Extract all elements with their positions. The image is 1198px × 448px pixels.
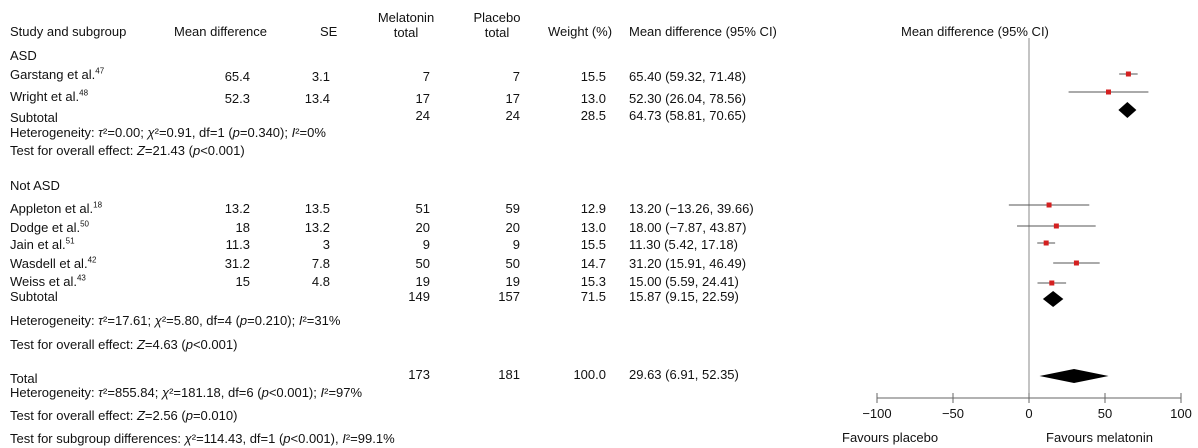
subgroup-asd-heading: ASD	[10, 48, 37, 63]
study-se: 13.5	[304, 201, 330, 216]
overall-effect-text: Test for overall effect: Z=4.63 (p<0.001…	[10, 337, 238, 352]
study-md: 31.2	[224, 256, 250, 271]
study-melatonin-total: 50	[415, 256, 430, 271]
header-placebo-total: Placebo total	[473, 10, 521, 40]
study-melatonin-total: 17	[415, 91, 430, 106]
study-melatonin-total: 9	[422, 237, 430, 252]
subgroup-differences-text: Test for subgroup differences: χ²=114.43…	[10, 431, 395, 446]
point-estimate	[1049, 280, 1055, 286]
study-name: Jain et al.51	[10, 236, 75, 252]
study-ci: 15.00 (5.59, 24.41)	[629, 274, 739, 289]
study-melatonin-total: 51	[415, 201, 430, 216]
total-label: Total	[10, 371, 38, 386]
total-placebo-total: 181	[498, 367, 520, 382]
point-estimate	[1046, 202, 1052, 208]
study-weight: 15.3	[580, 274, 606, 289]
study-md: 18	[235, 220, 250, 235]
study-name: Weiss et al.43	[10, 273, 86, 289]
study-ci: 31.20 (15.91, 46.49)	[629, 256, 747, 271]
study-se: 13.2	[304, 220, 330, 235]
study-weight: 13.0	[580, 91, 606, 106]
x-axis-tick-label: −50	[942, 406, 964, 421]
total-melatonin-total: 173	[408, 367, 430, 382]
study-melatonin-total: 19	[415, 274, 430, 289]
subtotal-ci: 15.87 (9.15, 22.59)	[629, 289, 739, 304]
study-name: Dodge et al.50	[10, 219, 90, 235]
study-se: 7.8	[311, 256, 330, 271]
study-placebo-total: 19	[505, 274, 520, 289]
study-weight: 14.7	[580, 256, 606, 271]
overall-effect-text: Test for overall effect: Z=21.43 (p<0.00…	[10, 143, 245, 158]
header-melatonin-total: Melatonin total	[377, 10, 435, 40]
study-name: Wright et al.48	[10, 88, 89, 104]
subtotal-melatonin-total: 24	[415, 108, 430, 123]
total-weight: 100.0	[573, 367, 606, 382]
favours-melatonin-label: Favours melatonin	[1046, 430, 1153, 445]
point-estimate	[1125, 71, 1131, 77]
heterogeneity-text: Heterogeneity: τ²=17.61; χ²=5.80, df=4 (…	[10, 313, 341, 328]
study-se: 4.8	[311, 274, 330, 289]
study-placebo-total: 9	[512, 237, 520, 252]
study-placebo-total: 50	[505, 256, 520, 271]
total-diamond	[1039, 369, 1109, 383]
x-axis-tick-label: 50	[1098, 406, 1112, 421]
point-estimate	[1053, 223, 1059, 229]
header-weight: Weight (%)	[548, 24, 613, 39]
subtotal-placebo-total: 24	[505, 108, 520, 123]
x-axis-tick-label: −100	[862, 406, 891, 421]
study-placebo-total: 20	[505, 220, 520, 235]
study-name: Appleton et al.18	[10, 200, 103, 216]
total-heterogeneity-text: Heterogeneity: τ²=855.84; χ²=181.18, df=…	[10, 385, 363, 400]
subtotal-ci: 64.73 (58.81, 70.65)	[629, 108, 747, 123]
study-melatonin-total: 7	[422, 69, 430, 84]
subtotal-placebo-total: 157	[498, 289, 520, 304]
header-study: Study and subgroup	[10, 24, 127, 39]
study-melatonin-total: 20	[415, 220, 430, 235]
study-placebo-total: 17	[505, 91, 520, 106]
x-axis-tick-label: 100	[1170, 406, 1192, 421]
header-plot-title: Mean difference (95% CI)	[901, 24, 1049, 39]
study-name: Wasdell et al.42	[10, 255, 97, 271]
study-name: Garstang et al.47	[10, 66, 105, 82]
favours-placebo-label: Favours placebo	[842, 430, 939, 445]
subtotal-melatonin-total: 149	[408, 289, 430, 304]
study-ci: 65.40 (59.32, 71.48)	[629, 69, 747, 84]
x-axis-tick-label: 0	[1025, 406, 1032, 421]
header-mean-difference: Mean difference	[174, 24, 267, 39]
study-se: 3	[322, 237, 330, 252]
study-se: 13.4	[304, 91, 330, 106]
study-weight: 15.5	[580, 69, 606, 84]
subtotal-label: Subtotal	[10, 110, 58, 125]
subtotal-weight: 28.5	[580, 108, 606, 123]
header-se: SE	[320, 24, 338, 39]
study-weight: 12.9	[580, 201, 606, 216]
subtotal-diamond	[1118, 102, 1137, 118]
point-estimate	[1043, 240, 1049, 246]
study-ci: 13.20 (−13.26, 39.66)	[629, 201, 754, 216]
subtotal-diamond	[1042, 291, 1064, 307]
study-ci: 52.30 (26.04, 78.56)	[629, 91, 747, 106]
study-md: 52.3	[224, 91, 250, 106]
point-estimate	[1105, 89, 1111, 95]
study-se: 3.1	[311, 69, 330, 84]
total-ci: 29.63 (6.91, 52.35)	[629, 367, 739, 382]
study-weight: 13.0	[580, 220, 606, 235]
study-placebo-total: 7	[512, 69, 520, 84]
subtotal-weight: 71.5	[580, 289, 606, 304]
subgroup-not-asd-heading: Not ASD	[10, 178, 60, 193]
subtotal-label: Subtotal	[10, 289, 58, 304]
header-mean-difference-ci: Mean difference (95% CI)	[629, 24, 777, 39]
study-md: 15	[235, 274, 250, 289]
heterogeneity-text: Heterogeneity: τ²=0.00; χ²=0.91, df=1 (p…	[10, 125, 326, 140]
study-weight: 15.5	[580, 237, 606, 252]
study-ci: 18.00 (−7.87, 43.87)	[629, 220, 747, 235]
point-estimate	[1073, 260, 1079, 266]
study-ci: 11.30 (5.42, 17.18)	[629, 237, 738, 252]
total-overall-effect-text: Test for overall effect: Z=2.56 (p=0.010…	[10, 408, 238, 423]
study-md: 11.3	[225, 237, 250, 252]
study-md: 13.2	[224, 201, 250, 216]
study-md: 65.4	[224, 69, 250, 84]
study-placebo-total: 59	[505, 201, 520, 216]
